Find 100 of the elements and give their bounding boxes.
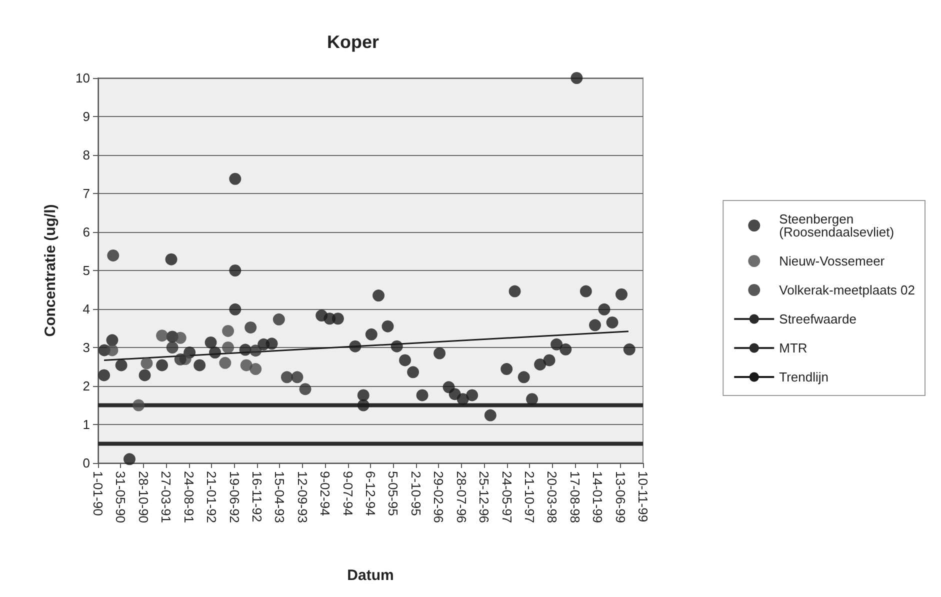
point — [138, 369, 151, 382]
x-tick-label: 9-07-94 — [340, 471, 356, 516]
point — [570, 72, 583, 84]
point — [466, 389, 478, 402]
y-tick-label: 3 — [82, 340, 90, 355]
x-tick-label: 19-06-92 — [226, 471, 242, 524]
point — [543, 354, 556, 366]
point — [606, 316, 618, 328]
x-tick-label: 21-10-97 — [522, 471, 537, 524]
point — [560, 343, 572, 356]
y-tick-label: 7 — [82, 186, 90, 201]
point — [407, 366, 420, 378]
point — [132, 399, 145, 412]
point — [98, 369, 110, 382]
point — [550, 338, 563, 350]
point — [399, 354, 412, 366]
point — [165, 253, 178, 266]
x-tick-label: 20-03-98 — [544, 471, 560, 524]
point — [156, 330, 168, 342]
x-axis-title: Datum — [347, 567, 394, 584]
point — [580, 285, 592, 298]
x-tick-label: 25-12-96 — [476, 471, 492, 524]
point — [204, 336, 217, 348]
legend-label: Trendlijn — [779, 370, 829, 384]
legend-label: Volkerak-meetplaats 02 — [779, 282, 916, 298]
point — [106, 344, 118, 356]
x-tick-label: 10-11-99 — [636, 471, 650, 522]
point — [416, 389, 428, 402]
point — [140, 357, 153, 370]
point — [156, 359, 168, 372]
point — [372, 290, 385, 302]
point — [229, 303, 242, 316]
point — [280, 371, 293, 384]
x-tick-label: 16-11-92 — [249, 471, 264, 522]
legend-label: Streefwaarde — [779, 312, 856, 326]
point — [623, 343, 636, 356]
y-tick-label: 2 — [82, 378, 90, 394]
x-tick-label: 15-04-93 — [272, 471, 288, 524]
x-tick-label: 13-06-99 — [612, 471, 628, 524]
legend-label: Steenbergen (Roosendaalsevliet) — [779, 212, 894, 240]
x-tick-label: 17-08-98 — [567, 471, 582, 524]
point — [266, 338, 278, 350]
y-axis-title: Concentratie (ug/l) — [42, 204, 59, 337]
point — [526, 393, 538, 406]
point — [107, 249, 120, 262]
point — [434, 347, 446, 360]
point — [508, 285, 521, 298]
y-tick-label: 5 — [82, 263, 90, 278]
y-tick-label: 6 — [82, 224, 90, 240]
point — [357, 399, 370, 412]
point — [222, 324, 234, 337]
point — [166, 342, 178, 354]
point — [589, 319, 602, 332]
y-tick-label: 9 — [82, 109, 90, 124]
point — [219, 356, 232, 369]
x-tick-label: 24-05-97 — [499, 471, 514, 524]
point — [500, 363, 513, 376]
point — [518, 371, 530, 384]
point — [250, 344, 262, 357]
x-tick-label: 28-07-96 — [454, 471, 469, 524]
x-tick-label: 24-08-91 — [181, 471, 196, 524]
y-tick-label: 8 — [82, 148, 90, 162]
x-tick-label: 2-10-95 — [408, 471, 424, 516]
point — [534, 358, 546, 370]
point — [484, 409, 496, 422]
point — [229, 264, 242, 276]
point — [456, 393, 469, 406]
point — [229, 172, 242, 185]
x-tick-label: 12-09-93 — [294, 471, 310, 524]
point — [222, 342, 234, 354]
x-tick-label: 28-10-90 — [136, 471, 151, 524]
point — [272, 313, 285, 326]
x-tick-label: 29-02-96 — [431, 471, 446, 524]
x-tick-label: 1-01-90 — [90, 471, 106, 516]
y-tick-label: 4 — [82, 302, 90, 316]
point — [390, 340, 403, 352]
point — [239, 344, 252, 356]
point — [124, 453, 136, 466]
point — [174, 353, 186, 366]
x-tick-label: 9-02-94 — [318, 471, 333, 516]
chart-title: Koper — [326, 32, 380, 52]
point — [616, 288, 628, 300]
point — [299, 383, 312, 396]
point — [174, 332, 186, 344]
y-tick-label: 1 — [82, 417, 90, 432]
legend-label: MTR — [779, 340, 808, 356]
point — [598, 303, 610, 316]
point — [349, 340, 362, 352]
point — [209, 346, 222, 358]
y-tick-label: 0 — [82, 456, 90, 470]
x-tick-label: 27-03-91 — [158, 471, 174, 524]
point — [194, 359, 206, 372]
point — [357, 389, 370, 402]
y-tick-label: 10 — [76, 70, 90, 86]
x-tick-label: 21-01-92 — [204, 471, 220, 524]
x-tick-label: 5-05-95 — [386, 471, 401, 516]
point — [291, 371, 304, 384]
point — [382, 320, 394, 332]
x-tick-label: 31-05-90 — [113, 471, 128, 524]
point — [115, 359, 128, 372]
